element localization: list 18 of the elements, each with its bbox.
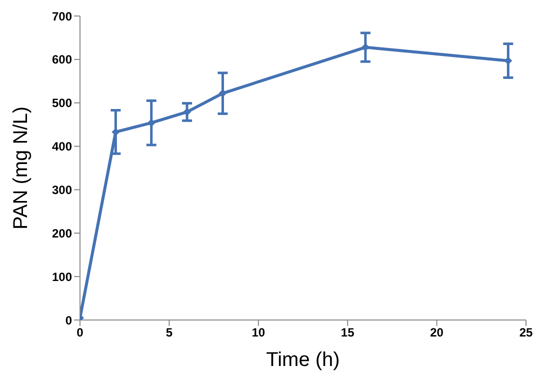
x-tick-label: 5 <box>166 326 173 340</box>
x-axis-title: Time (h) <box>266 349 340 371</box>
y-tick-label: 400 <box>52 140 72 154</box>
x-tick-label: 25 <box>519 326 533 340</box>
y-tick-label: 300 <box>52 182 72 197</box>
x-tick-label: 0 <box>76 326 84 340</box>
y-tick-label: 700 <box>52 9 72 24</box>
point <box>361 43 370 52</box>
y-tick-label: 600 <box>52 52 72 67</box>
x-tick-label: 10 <box>252 326 266 340</box>
y-tick-label: 0 <box>65 313 72 328</box>
point <box>147 118 156 127</box>
y-tick-label: 200 <box>52 226 72 240</box>
y-tick-label: 500 <box>52 96 72 110</box>
y-axis-title: PAN (mg N/L) <box>10 106 32 230</box>
x-tick-label: 20 <box>430 326 444 340</box>
y-tick-label: 100 <box>52 270 72 284</box>
x-tick-label: 15 <box>340 326 355 340</box>
